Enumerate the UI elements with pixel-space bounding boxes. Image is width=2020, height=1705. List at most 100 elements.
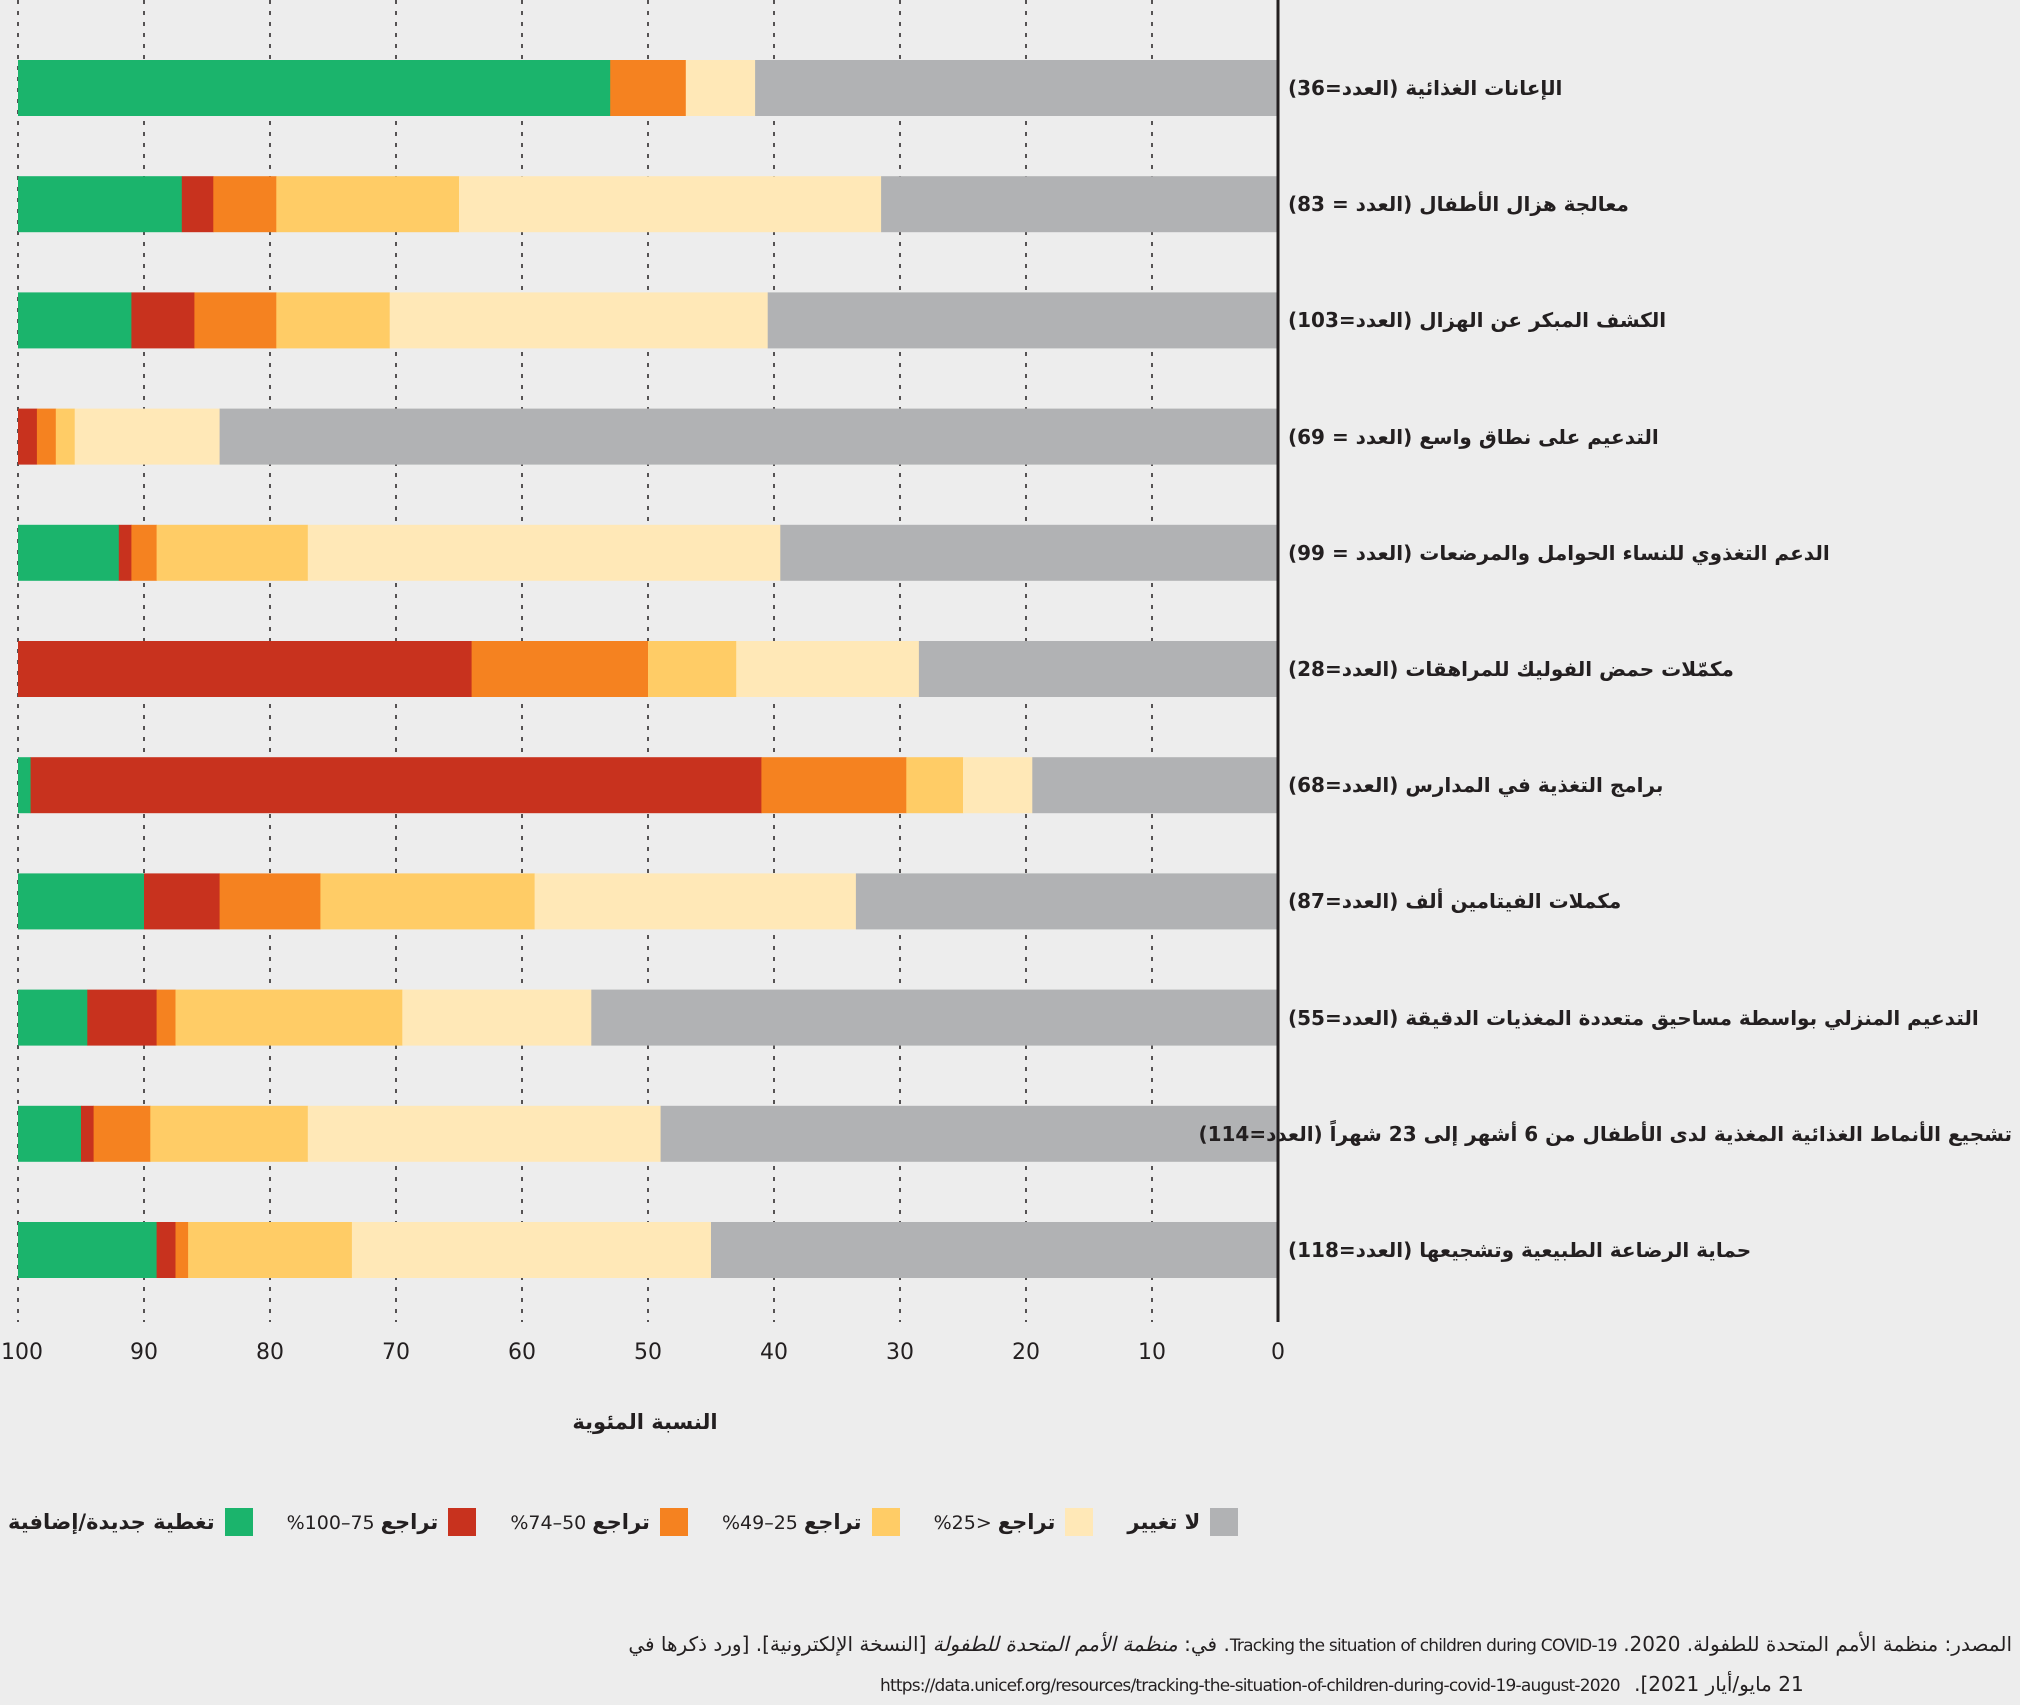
bar-segment-5-3 [648,641,737,697]
tick-label-90: 90 [130,1340,158,1365]
bar-segment-0-2 [610,60,687,116]
category-label: الإعانات الغذائية (العدد=36) [1288,76,1563,100]
tick-label-40: 40 [760,1340,788,1365]
legend-item: لا تغيير [1127,1508,1239,1536]
bar-segment-0-0 [18,60,611,116]
source-line-2: https://data.unicef.org/resources/tracki… [40,1665,2012,1705]
bar-segment-9-3 [150,1105,309,1162]
category-label: التدعيم على نطاق واسع (العدد = 69) [1288,424,1659,449]
tick-label-10: 10 [1138,1340,1166,1365]
bar-segment-5-4 [736,641,920,697]
legend-label: تغطية جديدة/إضافية [8,1510,215,1534]
category-label: مكمّلات حمض الفوليك للمراهقات (العدد=28) [1288,657,1734,681]
tick-label-80: 80 [256,1340,284,1365]
legend-item: تراجع 25–49% [722,1508,900,1536]
legend-label-main: تغطية جديدة/إضافية [8,1510,215,1534]
bar-segment-7-0 [18,873,145,930]
legend-label: تراجع 25–49% [722,1510,862,1534]
bar-segment-8-0 [18,989,88,1046]
bar-segment-7-2 [219,873,321,930]
source-url[interactable]: https://data.unicef.org/resources/tracki… [880,1676,1621,1696]
bar-segment-3-3 [55,408,76,465]
legend-swatch [659,1508,688,1536]
category-label: معالجة هزال الأطفال (العدد = 83) [1288,192,1629,217]
bar-segment-8-5 [591,989,1279,1046]
bar-segment-10-4 [351,1222,712,1278]
bar-segment-7-5 [855,873,1279,930]
category-label: الكشف المبكر عن الهزال (العدد=103) [1288,308,1667,333]
bar-segment-8-2 [156,989,176,1046]
legend-item: تغطية جديدة/إضافية [8,1508,253,1536]
legend-item: تراجع 50–74% [510,1508,688,1536]
category-label: مكملات الفيتامين ألف (العدد=87) [1288,889,1622,914]
bar-segment-6-5 [1032,757,1279,814]
bar-segment-5-5 [918,641,1279,697]
bar-segment-1-4 [459,176,882,233]
bar-segment-0-4 [685,60,756,116]
legend-label-range: <25% [933,1512,998,1534]
source-publisher: منظمة الأمم المتحدة للطفولة [932,1632,1178,1656]
legend-swatch [224,1508,253,1536]
source-line-1: المصدر: منظمة الأمم المتحدة للطفولة. 202… [40,1625,2012,1665]
tick-label-50: 50 [634,1340,662,1365]
bar-segment-2-4 [389,292,769,349]
legend-item: تراجع <25% [934,1508,1094,1536]
tick-label-30: 30 [886,1340,914,1365]
legend-swatch [448,1508,477,1536]
bar-segment-7-4 [534,873,857,930]
bar-segment-3-1 [18,408,38,465]
source-in-label: . في: [1184,1632,1230,1656]
source-edition: [النسخة الإلكترونية]. [ورد ذكرها في [628,1632,927,1656]
bar-segment-7-3 [320,873,535,930]
bar-segment-3-2 [36,408,57,465]
bar-segment-8-4 [402,989,592,1046]
bar-segment-10-1 [156,1222,176,1278]
source-prefix: المصدر: منظمة الأمم المتحدة للطفولة. 202… [1623,1632,2012,1656]
legend-label-main: تراجع [592,1510,650,1534]
bar-segment-6-3 [906,757,964,814]
bar-segment-2-3 [276,292,391,349]
legend-item: تراجع 75–100% [287,1508,477,1536]
bar-segment-3-5 [219,408,1279,465]
source-footer: المصدر: منظمة الأمم المتحدة للطفولة. 202… [40,1625,2012,1705]
tick-label-100: 100 [1,1340,43,1365]
legend-label: تراجع 50–74% [510,1510,650,1534]
bar-segment-1-0 [18,176,183,233]
bar-segment-5-2 [471,641,649,697]
source-title-en: Tracking the situation of children durin… [1229,1636,1618,1656]
bar-segment-4-4 [307,524,781,581]
bar-segment-10-2 [175,1222,189,1278]
bar-segment-9-2 [93,1105,151,1162]
legend-swatch [1065,1508,1094,1536]
legend-label-main: لا تغيير [1127,1510,1201,1534]
legend-label-range: 75–100% [286,1512,381,1534]
bar-segment-8-1 [87,989,157,1046]
category-label: تشجيع الأنماط الغذائية المغذية لدى الأطف… [1198,1121,2012,1146]
bar-segment-4-2 [131,524,157,581]
bar-segment-1-5 [881,176,1279,233]
bar-segment-8-3 [175,989,403,1046]
category-label: برامج التغذية في المدارس (العدد=68) [1288,773,1664,798]
bar-segment-3-4 [74,408,220,465]
bar-segment-9-5 [660,1105,1279,1162]
bar-segment-9-4 [307,1105,661,1162]
bar-segment-6-1 [30,757,762,814]
legend-label: تراجع <25% [934,1510,1056,1534]
legend-label-range: 25–49% [721,1512,804,1534]
tick-label-60: 60 [508,1340,536,1365]
stacked-bar-chart [17,0,1280,1322]
category-label: الدعم التغذوي للنساء الحوامل والمرضعات (… [1288,540,1830,565]
legend-label-main: تراجع [380,1510,439,1534]
bar-segment-4-0 [18,524,120,581]
bar-segment-6-2 [761,757,907,814]
bar-segment-10-3 [188,1222,353,1278]
bar-segment-2-0 [18,292,132,349]
category-label: حماية الرضاعة الطبيعية وتشجيعها (العدد=1… [1288,1238,1752,1262]
legend-label-main: تراجع [803,1510,862,1534]
bars [18,60,1279,1278]
legend: تغطية جديدة/إضافية تراجع 75–100% تراجع 50–… [8,1500,1478,1544]
bar-segment-2-1 [131,292,195,349]
legend-label-main: تراجع [997,1510,1056,1534]
tick-label-70: 70 [382,1340,410,1365]
category-label: التدعيم المنزلي بواسطة مساحيق متعددة الم… [1288,1005,1979,1030]
